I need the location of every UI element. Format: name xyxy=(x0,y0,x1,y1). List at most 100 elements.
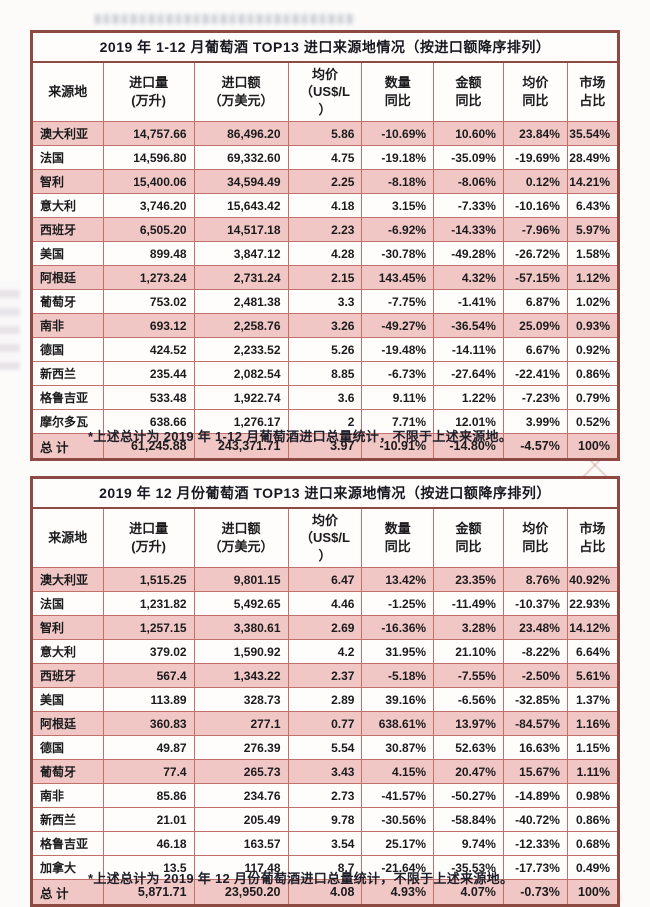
column-header-value-yoy: 金额 同比 xyxy=(433,507,504,568)
cell-price-yoy: 23.48% xyxy=(502,615,568,640)
cell-import-volume: 235.44 xyxy=(102,361,195,386)
cell-import-volume: 46.18 xyxy=(102,831,195,856)
cell-qty-yoy: 9.11% xyxy=(361,385,435,410)
cell-import-volume: 638.66 xyxy=(102,409,195,434)
cell-price-yoy: 8.76% xyxy=(502,567,568,592)
table-row: 南非 85.86 234.76 2.73 -41.57% -50.27% -14.89% 0.… xyxy=(31,783,620,808)
cell-price-yoy: 23.84% xyxy=(502,121,568,146)
cell-source: 格鲁吉亚 xyxy=(31,385,104,410)
cell-market-share: 1.16% xyxy=(566,711,620,736)
cell-import-volume: 1,273.24 xyxy=(102,265,195,290)
cell-value-yoy: 1.22% xyxy=(433,385,504,410)
cell-market-share: 0.49% xyxy=(566,855,620,880)
table-title-row: 2019 年 1-12 月葡萄酒 TOP13 进口来源地情况（按进口额降序排列） xyxy=(31,31,619,63)
column-header-market-share: 市场 占比 xyxy=(566,507,620,568)
cell-value-yoy: -35.09% xyxy=(433,145,504,170)
cell-import-volume: 77.4 xyxy=(102,759,195,784)
cell-qty-yoy: -16.36% xyxy=(361,615,435,640)
total-avg-price: 3.97 xyxy=(287,433,363,460)
cell-import-value: 1,922.74 xyxy=(193,385,289,410)
cell-value-yoy: -6.56% xyxy=(433,687,504,712)
cell-market-share: 14.21% xyxy=(566,169,620,194)
cell-qty-yoy: -19.18% xyxy=(361,145,435,170)
column-header-import-value: 进口额 （万美元） xyxy=(193,61,289,122)
cell-import-value: 5,492.65 xyxy=(193,591,289,616)
table-row: 澳大利亚 14,757.66 86,496.20 5.86 -10.69% 10.60% 2… xyxy=(31,121,620,146)
total-import-value: 23,950.20 xyxy=(193,879,289,906)
cell-avg-price: 0.77 xyxy=(287,711,363,736)
total-market-share: 100% xyxy=(566,433,620,460)
cell-avg-price: 4.28 xyxy=(287,241,363,266)
table-row: 阿根廷 360.83 277.1 0.77 638.61% 13.97% -84.57% 1.… xyxy=(31,711,620,736)
cell-import-volume: 567.4 xyxy=(102,663,195,688)
table-row: 德国 424.52 2,233.52 5.26 -19.48% -14.11% 6.67% 0… xyxy=(31,337,620,362)
cell-price-yoy: 16.63% xyxy=(502,735,568,760)
cell-price-yoy: -12.33% xyxy=(502,831,568,856)
cell-avg-price: 4.18 xyxy=(287,193,363,218)
cell-avg-price: 5.86 xyxy=(287,121,363,146)
cell-price-yoy: -19.69% xyxy=(502,145,568,170)
cell-price-yoy: -10.37% xyxy=(502,591,568,616)
column-header-qty-yoy: 数量 同比 xyxy=(361,61,435,122)
cell-price-yoy: -10.16% xyxy=(502,193,568,218)
table-row: 意大利 379.02 1,590.92 4.2 31.95% 21.10% -8.22% 6.… xyxy=(31,639,620,664)
cell-import-value: 328.73 xyxy=(193,687,289,712)
table-row: 摩尔多瓦 638.66 1,276.17 2 7.71% 12.01% 3.99% 0.52% xyxy=(31,409,620,434)
cell-qty-yoy: 25.17% xyxy=(361,831,435,856)
table-header-row: 来源地 进口量 (万升) 进口额 （万美元） 均价 （US$/L ）数量 同比 金额 同… xyxy=(31,61,620,122)
column-header-avg-price: 均价 （US$/L ） xyxy=(287,507,363,568)
cell-source: 德国 xyxy=(31,337,104,362)
cell-import-value: 86,496.20 xyxy=(193,121,289,146)
cell-qty-yoy: -7.75% xyxy=(361,289,435,314)
table-row: 意大利 3,746.20 15,643.42 4.18 3.15% -7.33% -10.1… xyxy=(31,193,620,218)
cell-avg-price: 2.25 xyxy=(287,169,363,194)
cell-import-volume: 14,757.66 xyxy=(102,121,195,146)
cell-market-share: 0.68% xyxy=(566,831,620,856)
cell-import-value: 205.49 xyxy=(193,807,289,832)
cell-price-yoy: 3.99% xyxy=(502,409,568,434)
cell-source: 阿根廷 xyxy=(31,265,104,290)
cell-avg-price: 4.2 xyxy=(287,639,363,664)
cell-import-value: 1,276.17 xyxy=(193,409,289,434)
cell-import-volume: 49.87 xyxy=(102,735,195,760)
cell-market-share: 14.12% xyxy=(566,615,620,640)
cell-import-volume: 6,505.20 xyxy=(102,217,195,242)
cell-import-volume: 693.12 xyxy=(102,313,195,338)
total-row: 总 计 5,871.71 23,950.20 4.08 4.93% 4.07% -0.73%… xyxy=(31,879,620,906)
cell-qty-yoy: 4.15% xyxy=(361,759,435,784)
cell-import-value: 265.73 xyxy=(193,759,289,784)
cell-price-yoy: -26.72% xyxy=(502,241,568,266)
table-body: 澳大利亚 14,757.66 86,496.20 5.86 -10.69% 10.60% 2… xyxy=(31,121,620,460)
column-header-source: 来源地 xyxy=(31,61,104,122)
cell-market-share: 1.58% xyxy=(566,241,620,266)
cell-value-yoy: -49.28% xyxy=(433,241,504,266)
cell-value-yoy: -11.49% xyxy=(433,591,504,616)
column-header-value-yoy: 金额 同比 xyxy=(433,61,504,122)
cell-qty-yoy: -1.25% xyxy=(361,591,435,616)
cell-market-share: 6.43% xyxy=(566,193,620,218)
cell-market-share: 35.54% xyxy=(566,121,620,146)
cell-price-yoy: -14.89% xyxy=(502,783,568,808)
cell-qty-yoy: -10.69% xyxy=(361,121,435,146)
table-row: 葡萄牙 753.02 2,481.38 3.3 -7.75% -1.41% 6.87% 1.0… xyxy=(31,289,620,314)
cell-market-share: 6.64% xyxy=(566,639,620,664)
cell-value-yoy: -14.11% xyxy=(433,337,504,362)
cell-source: 美国 xyxy=(31,241,104,266)
cell-qty-yoy: 30.87% xyxy=(361,735,435,760)
cell-import-value: 15,643.42 xyxy=(193,193,289,218)
column-header-source: 来源地 xyxy=(31,507,104,568)
cell-qty-yoy: -6.92% xyxy=(361,217,435,242)
cell-value-yoy: -27.64% xyxy=(433,361,504,386)
cell-value-yoy: 13.97% xyxy=(433,711,504,736)
cell-qty-yoy: -30.78% xyxy=(361,241,435,266)
cell-source: 智利 xyxy=(31,615,104,640)
cell-value-yoy: 10.60% xyxy=(433,121,504,146)
cell-source: 新西兰 xyxy=(31,807,104,832)
annual-import-table: 2019 年 1-12 月葡萄酒 TOP13 进口来源地情况（按进口额降序排列）… xyxy=(30,30,620,461)
cell-value-yoy: 21.10% xyxy=(433,639,504,664)
cell-market-share: 28.49% xyxy=(566,145,620,170)
table-row: 格鲁吉亚 533.48 1,922.74 3.6 9.11% 1.22% -7.23% 0.7… xyxy=(31,385,620,410)
cell-value-yoy: 52.63% xyxy=(433,735,504,760)
cell-price-yoy: -22.41% xyxy=(502,361,568,386)
cell-import-value: 3,847.12 xyxy=(193,241,289,266)
